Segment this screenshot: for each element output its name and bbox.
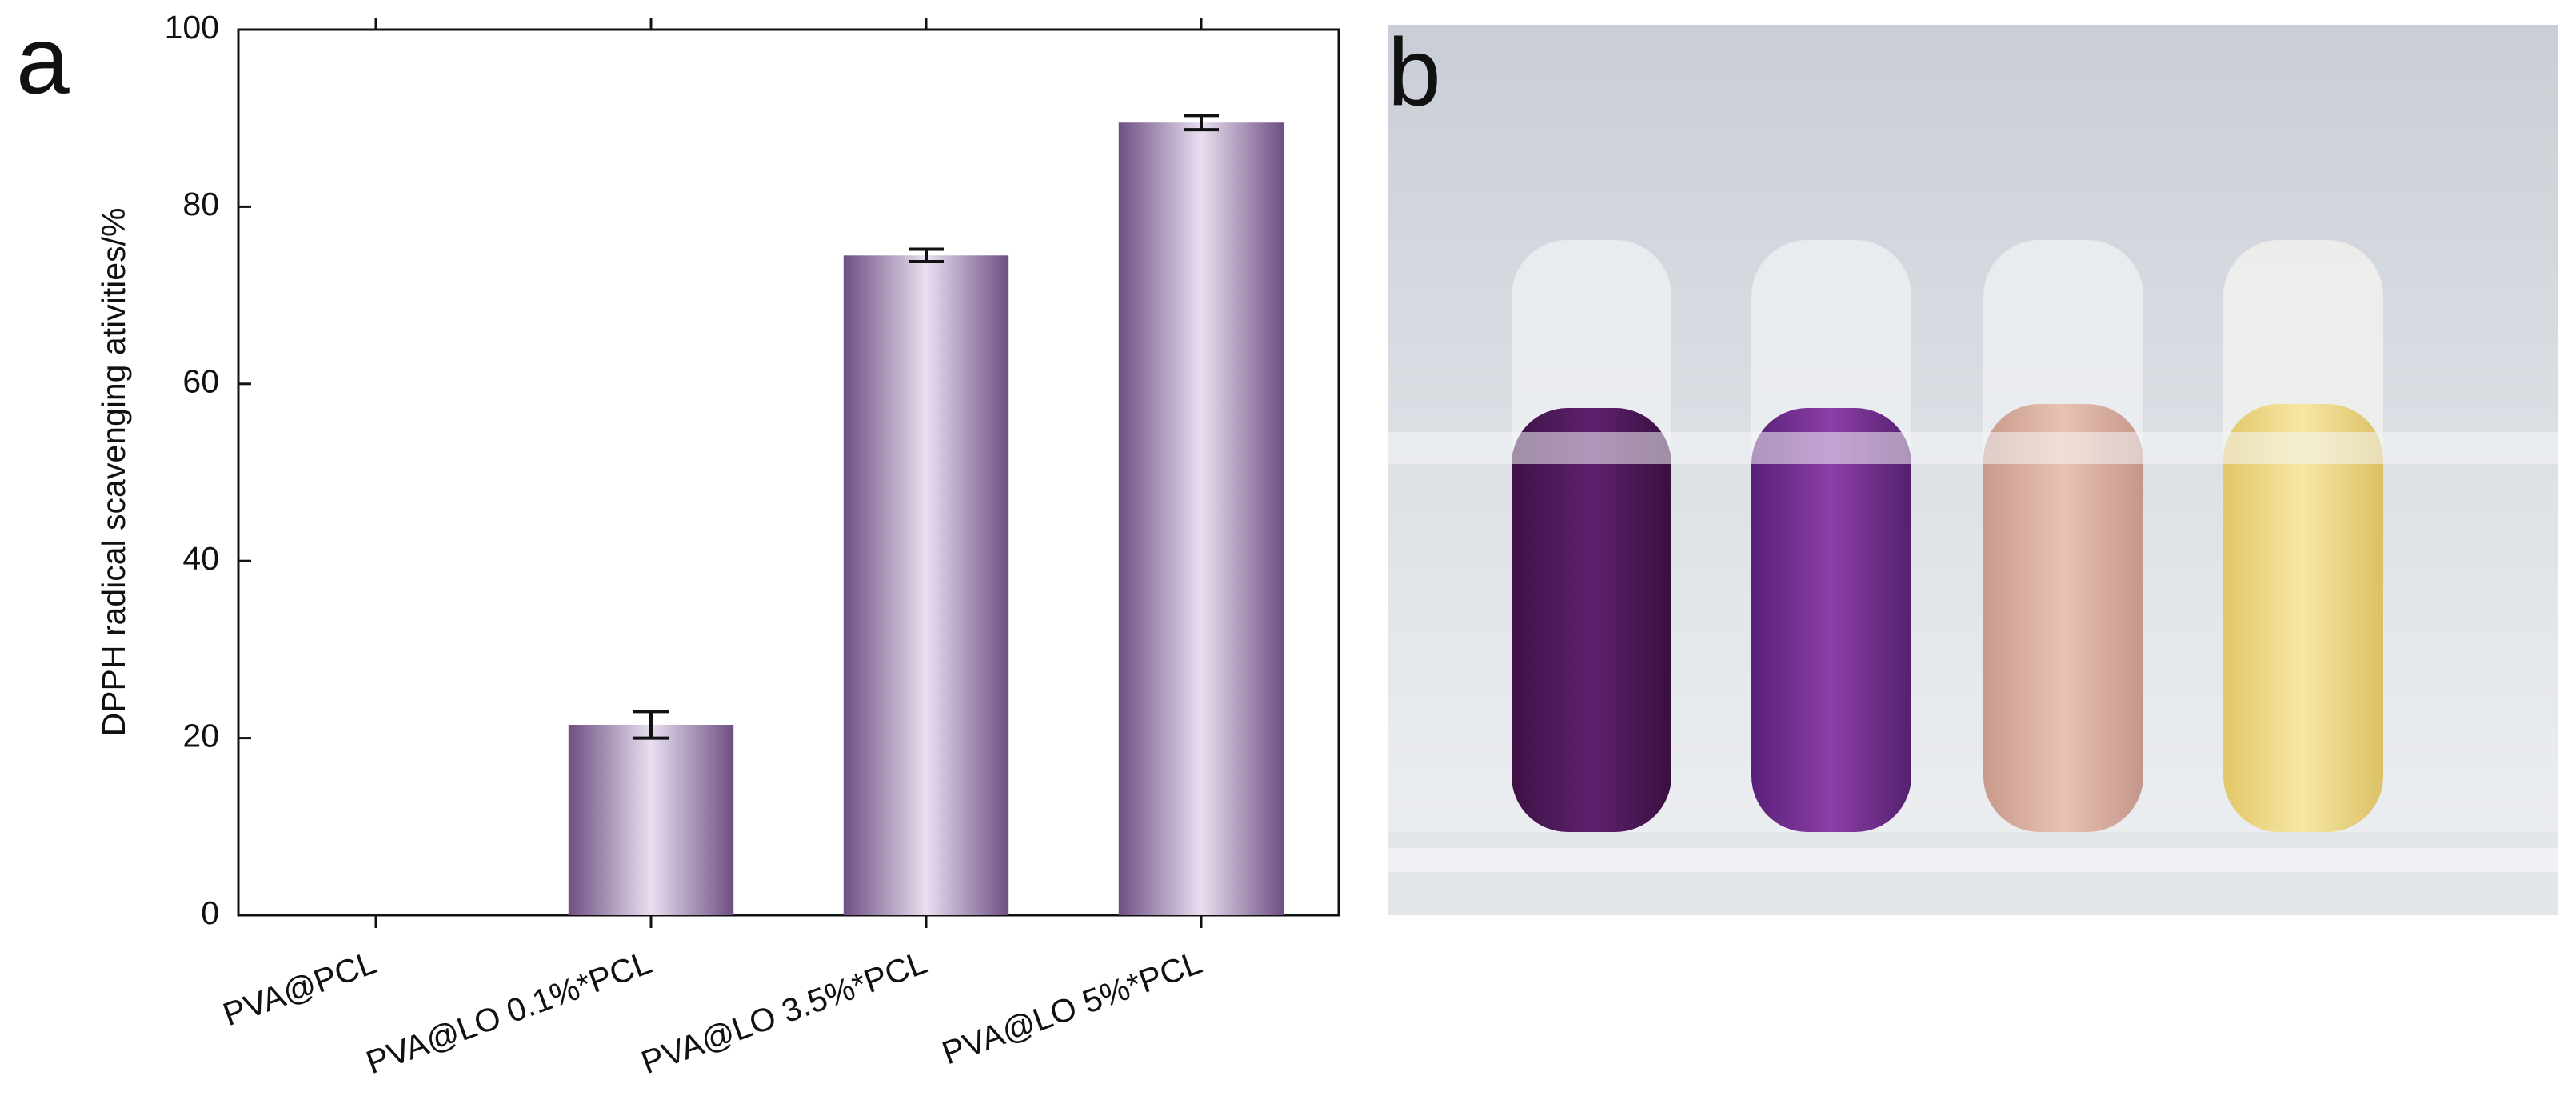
error-bar [1184,114,1219,132]
y-tick-label: 80 [182,186,219,222]
y-axis-label: DPPH radical scavenging ativities/% [95,208,132,737]
panel-label: b [1388,19,1441,126]
y-tick-label: 20 [182,717,219,754]
plot-frame [237,28,1340,917]
error-bar [633,710,669,740]
y-tick-label: 100 [165,9,219,46]
panel-label: a [16,7,70,114]
photo-panel: b [1388,19,2558,915]
error-bar [909,247,944,264]
y-tick-label: 60 [182,363,219,400]
x-tick-label: PVA@LO 0.1%*PCL [361,943,657,1081]
y-tick-label: 0 [201,894,219,931]
bar [843,255,1009,915]
x-tick-label: PVA@LO 5%*PCL [937,943,1207,1071]
bar [568,724,734,915]
y-tick-label: 40 [182,540,219,577]
x-tick-label: PVA@PCL [218,943,381,1033]
x-tick-label: PVA@LO 3.5%*PCL [637,943,932,1081]
bar [1118,122,1284,916]
